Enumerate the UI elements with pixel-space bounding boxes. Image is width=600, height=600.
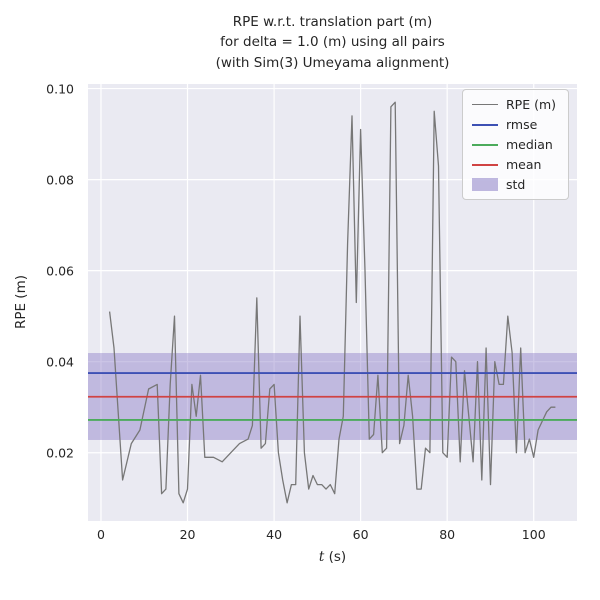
y-tick-label: 0.04	[46, 354, 74, 370]
x-tick-labels: 0 20 40 60 80 100	[88, 527, 577, 545]
plot-svg	[88, 84, 577, 521]
legend-line-swatch-median	[471, 143, 498, 146]
legend-line-swatch-rmse	[471, 123, 498, 126]
legend-item-std: std	[471, 177, 556, 192]
x-tick-label: 20	[179, 527, 196, 542]
legend-label-mean: mean	[505, 157, 542, 172]
legend-line-swatch-rpe	[471, 104, 498, 105]
legend-label-rpe: RPE (m)	[505, 97, 556, 112]
legend-item-mean: mean	[471, 157, 556, 172]
y-tick-label: 0.08	[46, 172, 74, 188]
y-tick-label: 0.10	[46, 81, 74, 97]
x-tick-label: 40	[266, 527, 283, 542]
x-axis-label: t (s)	[88, 549, 577, 565]
legend-label-std: std	[505, 177, 526, 192]
x-axis-label-var: t	[318, 549, 325, 565]
x-tick-label: 80	[439, 527, 456, 542]
legend-item-median: median	[471, 137, 556, 152]
x-axis-label-unit: (s)	[324, 549, 347, 565]
y-tick-label: 0.06	[46, 263, 74, 279]
legend-label-median: median	[505, 137, 553, 152]
legend-label-rmse: rmse	[505, 117, 538, 132]
x-tick-label: 100	[521, 527, 546, 542]
legend: RPE (m) rmse median mean std	[461, 89, 569, 200]
y-tick-labels: 0.02 0.04 0.06 0.08 0.10	[0, 81, 80, 521]
legend-item-rpe: RPE (m)	[471, 97, 556, 112]
legend-line-swatch-mean	[471, 163, 498, 166]
y-tick-label: 0.02	[46, 445, 74, 461]
x-tick-label: 0	[96, 527, 105, 542]
legend-item-rmse: rmse	[471, 117, 556, 132]
legend-patch-swatch-std	[471, 178, 498, 191]
x-tick-label: 60	[352, 527, 369, 542]
chart-title: RPE w.r.t. translation part (m) for delt…	[215, 14, 450, 71]
